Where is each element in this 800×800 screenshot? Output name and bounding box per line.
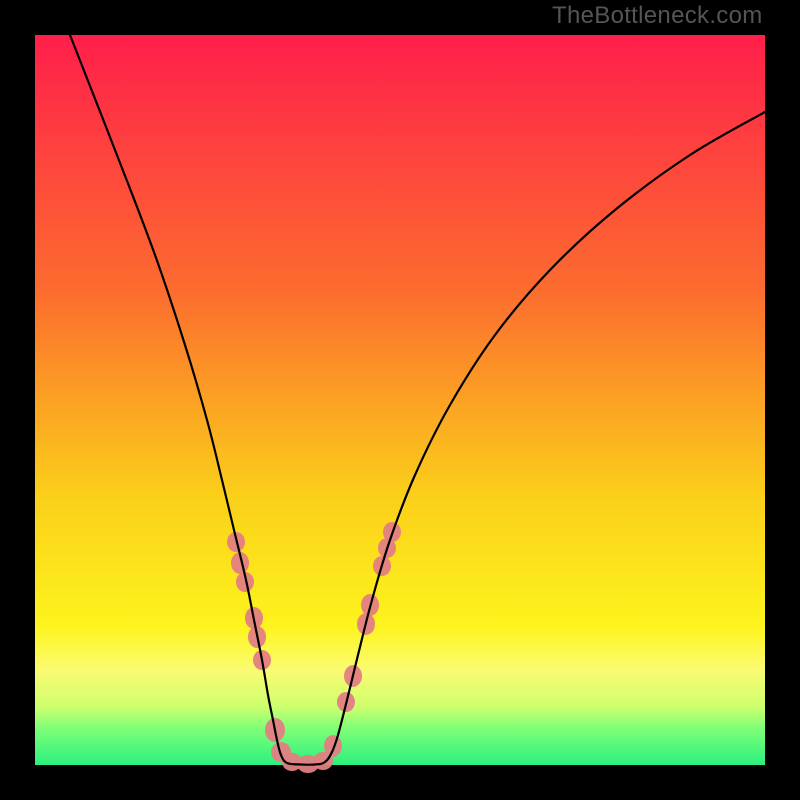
right-curve <box>300 112 765 765</box>
chart-container: TheBottleneck.com <box>0 0 800 800</box>
watermark-text: TheBottleneck.com <box>552 2 763 30</box>
chart-svg <box>0 0 800 800</box>
markers-group <box>227 522 401 773</box>
data-marker <box>324 735 342 757</box>
